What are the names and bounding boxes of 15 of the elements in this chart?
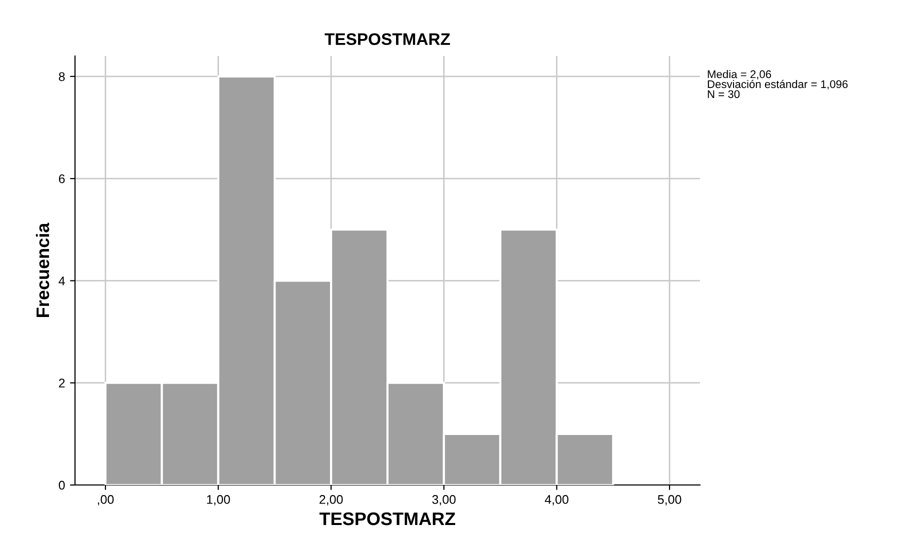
- y-axis-title: Frecuencia: [36, 222, 50, 317]
- x-axis-title: TESPOSTMARZ: [319, 512, 456, 526]
- y-tick-label: 8: [58, 72, 65, 82]
- y-tick-label: 2: [58, 378, 65, 388]
- text: Media = 2,06 Desviación estándar = 1,096 N = 30: [708, 70, 848, 98]
- x-tick-label: 4,00: [544, 495, 568, 506]
- y-tick-label: 0: [58, 480, 65, 490]
- x-tick-label: 5,00: [658, 495, 682, 506]
- x-tick-label: ,00: [98, 495, 114, 506]
- y-tick-label: 6: [58, 174, 65, 184]
- y-tick-label: 4: [58, 276, 65, 286]
- x-tick-label: 3,00: [432, 495, 456, 506]
- x-tick-label: 1,00: [207, 495, 230, 506]
- chart-title: TESPOSTMARZ: [324, 33, 450, 46]
- x-tick-label: 2,00: [320, 495, 343, 506]
